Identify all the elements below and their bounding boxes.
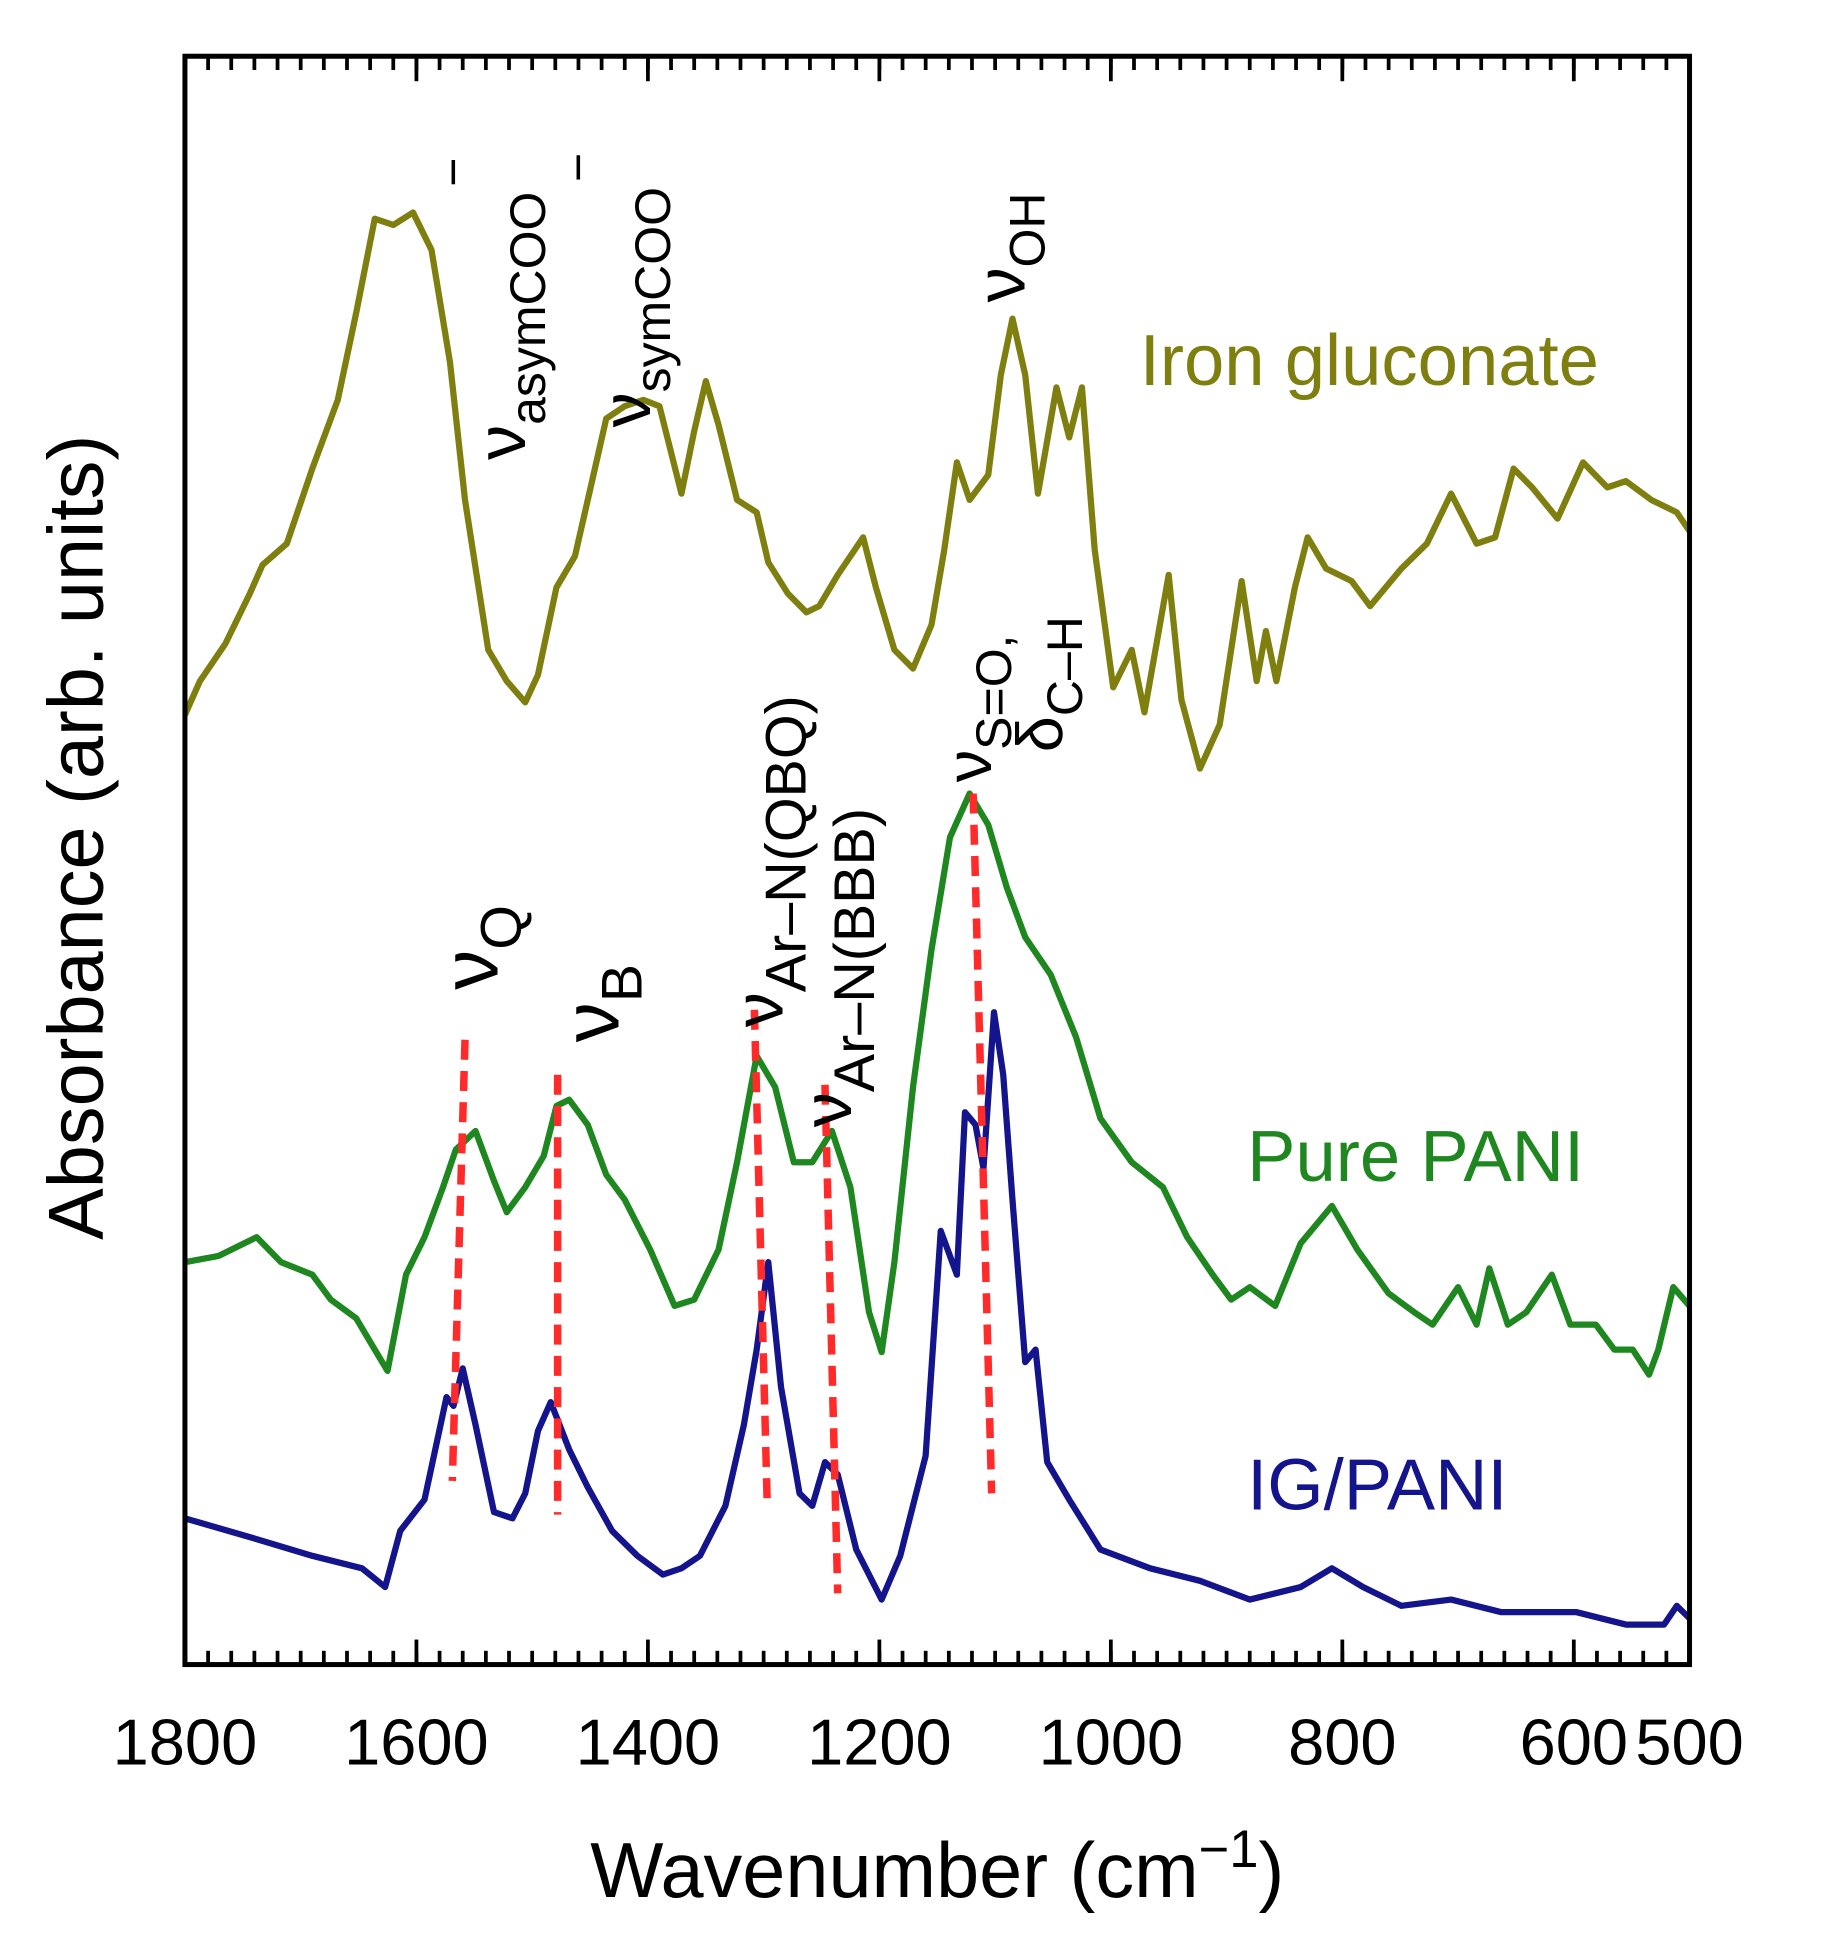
annotation-symbol: δ (1003, 716, 1076, 752)
x-label-text: Wavenumber (cm (590, 1828, 1198, 1914)
peak-line (969, 793, 996, 1494)
x-label-sup: −1 (1199, 1820, 1259, 1879)
annotation-symbol: ν (719, 992, 797, 1027)
x-tick-label: 1000 (1039, 1706, 1184, 1779)
x-tick-label: 1800 (113, 1706, 258, 1779)
x-tick-label: 800 (1288, 1706, 1396, 1779)
x-label-end: ) (1258, 1828, 1284, 1914)
annotation-symbol: ν (425, 950, 514, 990)
x-tick-label: 1200 (807, 1706, 952, 1779)
x-tick-label: 1400 (576, 1706, 721, 1779)
annotation-sub: B (591, 964, 655, 1002)
annotation: δC–H (1003, 616, 1093, 752)
annotation-symbol: ν (932, 750, 1005, 782)
x-axis-label: Wavenumber (cm−1) (590, 1820, 1284, 1914)
annotation: νAr–N(BBB) (788, 808, 887, 1127)
annotation-sub: S=O, (966, 635, 1022, 750)
plot-frame (182, 53, 1693, 1668)
annotation: νasymCOO− (425, 158, 556, 460)
series-label: IG/PANI (1247, 1445, 1507, 1526)
y-axis-label: Absorbance (arb. units) (33, 435, 119, 1240)
annotation: νsymCOO− (550, 153, 681, 428)
annotation-symbol: ν (462, 425, 540, 460)
spectrum-line (182, 209, 1693, 772)
x-tick-label: 1600 (344, 1706, 489, 1779)
annotation-sub: C–H (1037, 616, 1093, 716)
annotation: νQ (425, 905, 533, 990)
annotation-sup: − (425, 158, 481, 187)
annotation-symbol: ν (788, 1092, 866, 1127)
annotation-symbol: ν (962, 267, 1040, 302)
series-label: Pure PANI (1247, 1116, 1584, 1197)
annotation-sup: − (550, 153, 606, 182)
annotation: νB (547, 964, 655, 1042)
annotation: νAr–N(QBQ) (719, 695, 818, 1027)
annotation-sub: symCOO (625, 187, 681, 392)
x-tick-label: 500 (1635, 1706, 1743, 1779)
annotation-sub: asymCOO (500, 192, 556, 425)
annotation-symbol: ν (547, 1002, 636, 1042)
annotation-symbol: ν (587, 392, 665, 427)
annotation-sub: Ar–N(QBQ) (754, 695, 818, 992)
series-label: Iron gluconate (1140, 320, 1599, 401)
annotation: νS=O, (932, 635, 1022, 783)
peak-line (448, 1039, 469, 1481)
peak-line (821, 1084, 842, 1594)
annotation: νOH (962, 192, 1056, 302)
annotation-sub: OH (1000, 192, 1056, 267)
annotation-sub: Q (469, 905, 533, 950)
annotation-sub: Ar–N(BBB) (823, 808, 887, 1092)
peak-line (750, 1009, 771, 1500)
x-tick-label: 600 (1520, 1706, 1628, 1779)
